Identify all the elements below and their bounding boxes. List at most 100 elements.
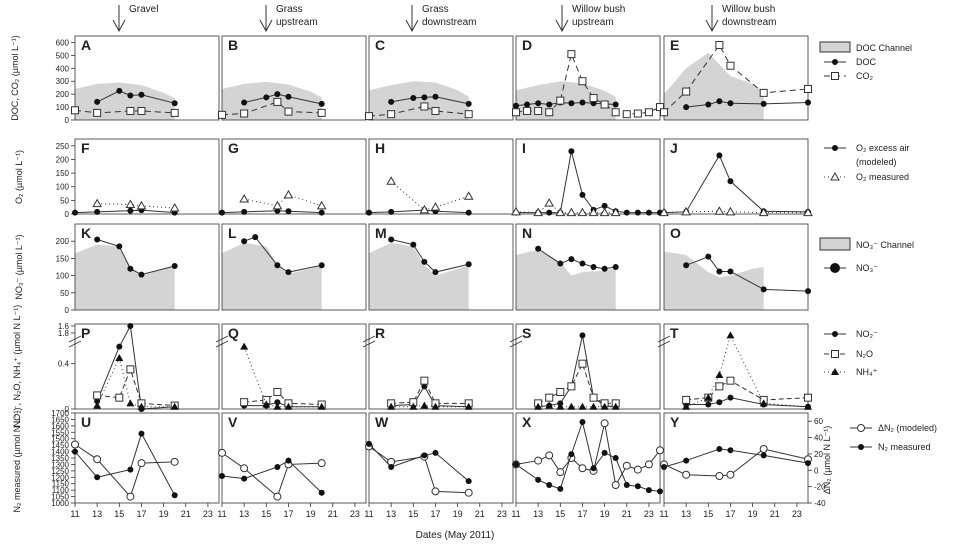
panel-letter: S: [522, 325, 531, 341]
y-tick-label: 1000: [51, 499, 69, 508]
legend-text: O₂ measured: [856, 172, 909, 182]
panel-letter: J: [670, 140, 678, 156]
panel-letter: Q: [228, 325, 239, 341]
data-point: [171, 262, 178, 269]
axis-break: [362, 340, 376, 348]
data-point: [284, 402, 293, 410]
y-tick-label: 1350: [51, 454, 69, 463]
data-point: [661, 464, 667, 470]
x-tick-label: 19: [748, 509, 758, 519]
data-point: [431, 106, 440, 115]
data-point: [578, 402, 587, 410]
data-point: [273, 388, 282, 396]
data-point: [137, 459, 146, 468]
series-line: [221, 210, 322, 214]
x-tick-label: 23: [644, 509, 654, 519]
data-point: [126, 365, 135, 374]
data-point: [633, 109, 642, 118]
legend-marker: [832, 331, 838, 337]
panel-G: G: [219, 138, 367, 216]
data-point: [273, 492, 282, 501]
data-point: [716, 98, 723, 105]
data-point: [705, 401, 712, 408]
data-point: [601, 265, 608, 272]
data-point: [727, 178, 734, 185]
data-point: [568, 100, 575, 107]
panel-I: I: [511, 138, 663, 217]
data-point: [366, 440, 372, 447]
panel-X: 11 13 15 17 19 21 23 X: [511, 412, 664, 519]
data-point: [659, 207, 669, 217]
data-point: [170, 108, 179, 117]
x-tick-label: 15: [555, 509, 565, 519]
data-point: [546, 209, 553, 216]
x-tick-label: 19: [453, 509, 463, 519]
series-line: [663, 448, 809, 477]
data-point: [115, 393, 124, 402]
data-point: [567, 50, 576, 59]
panel-V: 11 13 15 17 19 21 23 V: [217, 412, 367, 519]
series-line: [221, 101, 322, 116]
data-point: [726, 470, 735, 479]
data-point: [759, 88, 768, 97]
data-point: [285, 457, 292, 464]
data-point: [568, 451, 575, 458]
data-point: [94, 236, 101, 243]
data-point: [512, 108, 520, 117]
data-point: [116, 343, 123, 350]
series-line: [516, 151, 660, 214]
data-point: [420, 102, 429, 111]
panel-P: P: [68, 323, 220, 412]
data-point: [366, 209, 372, 216]
data-point: [136, 200, 147, 210]
data-point: [388, 208, 395, 215]
panel-letter: T: [670, 325, 679, 341]
arrow-head-icon: [112, 19, 126, 33]
x-tick-label: 15: [261, 509, 271, 519]
data-point: [682, 402, 691, 410]
panel-letter: W: [375, 414, 389, 430]
data-point: [588, 207, 599, 217]
panel-frame: [515, 138, 661, 215]
data-point: [127, 323, 134, 329]
data-point: [589, 402, 598, 410]
data-point: [681, 206, 692, 216]
data-point: [623, 209, 630, 216]
data-point: [600, 402, 609, 410]
y-tick-label: 50: [60, 196, 69, 205]
data-point: [589, 94, 598, 103]
data-point: [804, 393, 812, 402]
data-point: [622, 461, 631, 470]
data-point: [365, 112, 373, 121]
data-point: [513, 102, 519, 109]
legend-swatch: [819, 41, 851, 53]
legend-swatch: [819, 237, 851, 251]
y-tick-label: 300: [56, 77, 70, 86]
data-point: [657, 488, 663, 495]
data-point: [716, 152, 723, 159]
panel-frame: [515, 35, 661, 121]
y-tick-label: 0.4: [58, 360, 70, 369]
data-point: [611, 108, 620, 117]
data-point: [567, 382, 576, 391]
column-label: Grass: [422, 4, 449, 15]
data-point: [171, 492, 178, 499]
chart-row: 0 100 200 300 400 500 600 A B C D E: [56, 35, 812, 125]
data-point: [589, 393, 598, 402]
column-header: Gravel: [112, 4, 158, 33]
data-point: [420, 376, 429, 385]
panel-letter: M: [375, 225, 387, 241]
panel-frame: [368, 35, 514, 121]
data-point: [534, 402, 543, 410]
legend-text: NH₄⁺: [856, 367, 878, 377]
data-point: [579, 419, 586, 425]
data-point: [137, 402, 146, 410]
chart-row: 1000105011001150120012501300135014001450…: [51, 409, 826, 519]
data-point: [555, 207, 566, 217]
panel-frame: [74, 138, 220, 215]
data-point: [241, 238, 248, 245]
y-tick-label: 1200: [51, 473, 69, 482]
panel-frame: [221, 35, 367, 121]
data-point: [535, 476, 542, 483]
